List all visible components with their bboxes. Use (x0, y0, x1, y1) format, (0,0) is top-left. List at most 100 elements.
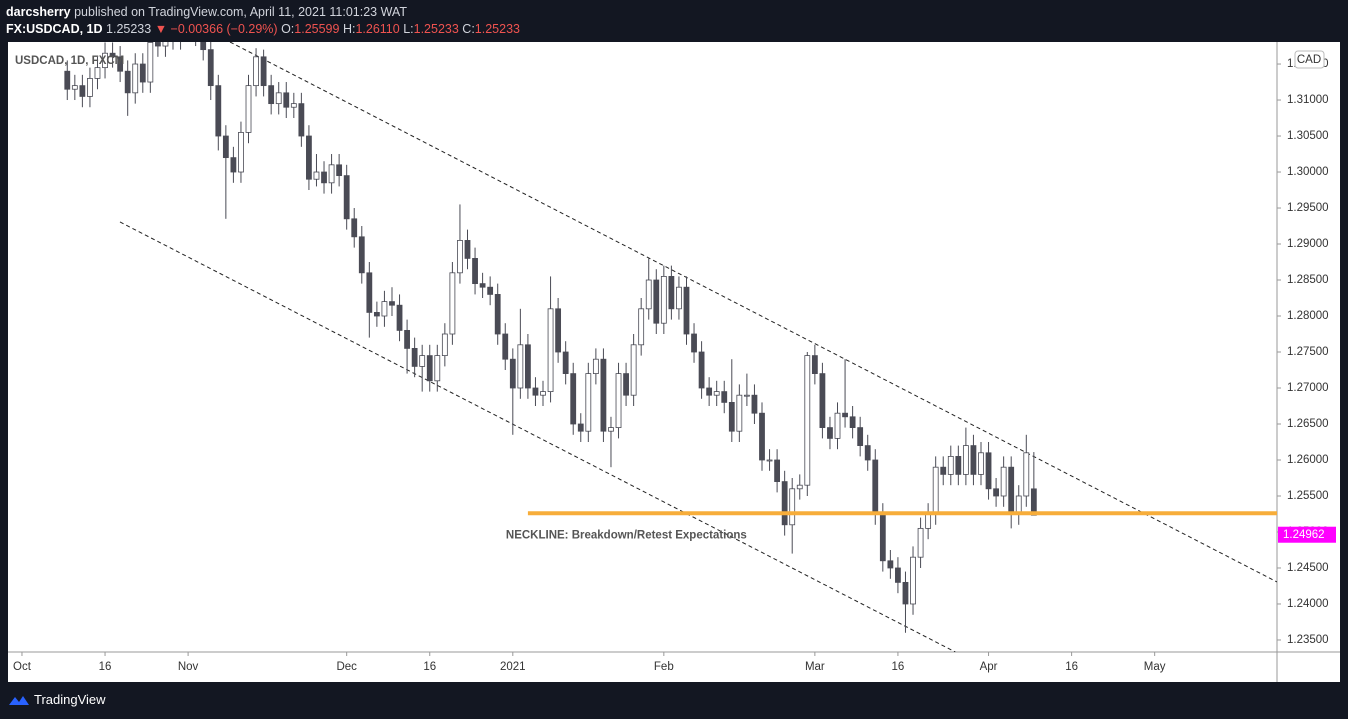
candle-body (842, 412, 848, 418)
candle-body (811, 355, 818, 375)
candle-body (154, 42, 161, 47)
candle-body (200, 42, 207, 51)
y-tick-label: 1.28000 (1287, 310, 1329, 322)
candle-body (396, 304, 403, 331)
candle-body (351, 218, 358, 238)
candle-body (660, 276, 667, 324)
candle-body (547, 308, 554, 392)
candle-body (819, 373, 826, 428)
candle-body (940, 466, 947, 475)
published: published on TradingView.com, April 11, … (74, 5, 407, 19)
candle-body (479, 283, 486, 288)
candle-body (207, 49, 214, 87)
plot (64, 24, 1277, 652)
candle-body (381, 301, 388, 317)
candle-body (449, 272, 456, 335)
candle-body (193, 24, 198, 35)
candle-body (676, 286, 682, 310)
c-label: C: (462, 22, 475, 36)
candle-body (985, 452, 992, 490)
l: 1.25233 (413, 22, 459, 36)
candle-body (298, 103, 305, 137)
chart: 1.315001.310001.305001.300001.295001.290… (8, 24, 1340, 682)
candle-body (691, 333, 697, 353)
candle-body (509, 358, 516, 389)
candle-body (517, 344, 524, 389)
y-tick-label: 1.26000 (1287, 454, 1329, 466)
candle-body (245, 85, 252, 133)
author: darcsherry (6, 5, 71, 19)
candle-body (887, 560, 894, 569)
currency-badge (1294, 50, 1325, 69)
o: 1.25599 (294, 22, 340, 36)
header-line: darcsherry published on TradingView.com,… (6, 4, 520, 21)
h-label: H: (342, 22, 356, 36)
candle-body (79, 85, 86, 97)
x-tick-label: Oct (13, 661, 32, 673)
candle-body (306, 135, 312, 180)
candle-body (849, 416, 856, 428)
change: ▼ −0.00366 (−0.29%) (154, 22, 278, 36)
candle-body (502, 333, 509, 360)
candle-body (577, 423, 584, 432)
candle-body (827, 427, 833, 439)
candle-body (411, 348, 418, 367)
candle-body (117, 56, 124, 72)
candle-body (1000, 466, 1007, 497)
candle-body (162, 42, 169, 47)
candle-body (638, 308, 645, 346)
candle-body (743, 394, 750, 397)
candle-body (186, 24, 191, 28)
candle-body (713, 391, 720, 396)
candle-body (215, 85, 222, 137)
candle-body (102, 52, 108, 69)
header: darcsherry published on TradingView.com,… (6, 4, 520, 38)
candle-body (585, 373, 592, 432)
x-tick-label: Apr (980, 661, 998, 673)
candle-body (925, 513, 932, 529)
candle-body (879, 513, 886, 562)
trendline (229, 42, 1277, 583)
candle-body (608, 427, 614, 432)
candle-body (947, 455, 954, 475)
candle-body (464, 240, 471, 259)
candle-body (630, 344, 637, 396)
candle-body (404, 330, 410, 349)
candle-body (366, 272, 373, 313)
y-tick-label: 1.27000 (1287, 382, 1329, 394)
candle-body (472, 258, 478, 285)
candle-body (864, 445, 871, 461)
candle-body (721, 391, 728, 403)
x-tick-label: May (1144, 661, 1166, 673)
x-tick-label: 16 (99, 661, 112, 673)
candle-body (487, 286, 494, 295)
candle-body (955, 455, 962, 475)
candle-body (978, 452, 984, 475)
legend: USDCAD, 1D, FXCM (15, 55, 124, 67)
candle-body (532, 387, 539, 396)
candle-body (570, 373, 577, 425)
candle-body (147, 42, 154, 83)
candle-body (457, 240, 463, 274)
candle-body (600, 358, 607, 432)
candle-body (94, 67, 101, 79)
candle-body (87, 78, 93, 97)
candle-body (962, 445, 969, 475)
logo (9, 696, 29, 705)
candle-body (683, 286, 690, 335)
candle-body (736, 394, 743, 432)
candle-body (290, 103, 297, 108)
candle-body (910, 556, 916, 605)
candle-body (373, 312, 380, 317)
candle-body (857, 427, 864, 446)
candle-body (124, 70, 131, 94)
candle-body (441, 333, 448, 357)
candle-body (781, 481, 788, 526)
x-tick-label: Mar (805, 661, 825, 673)
candle-body (751, 394, 758, 414)
candle-body (759, 412, 765, 461)
candle-body (313, 171, 320, 180)
candle-body (668, 276, 675, 310)
symbol: FX:USDCAD, 1D (6, 22, 103, 36)
